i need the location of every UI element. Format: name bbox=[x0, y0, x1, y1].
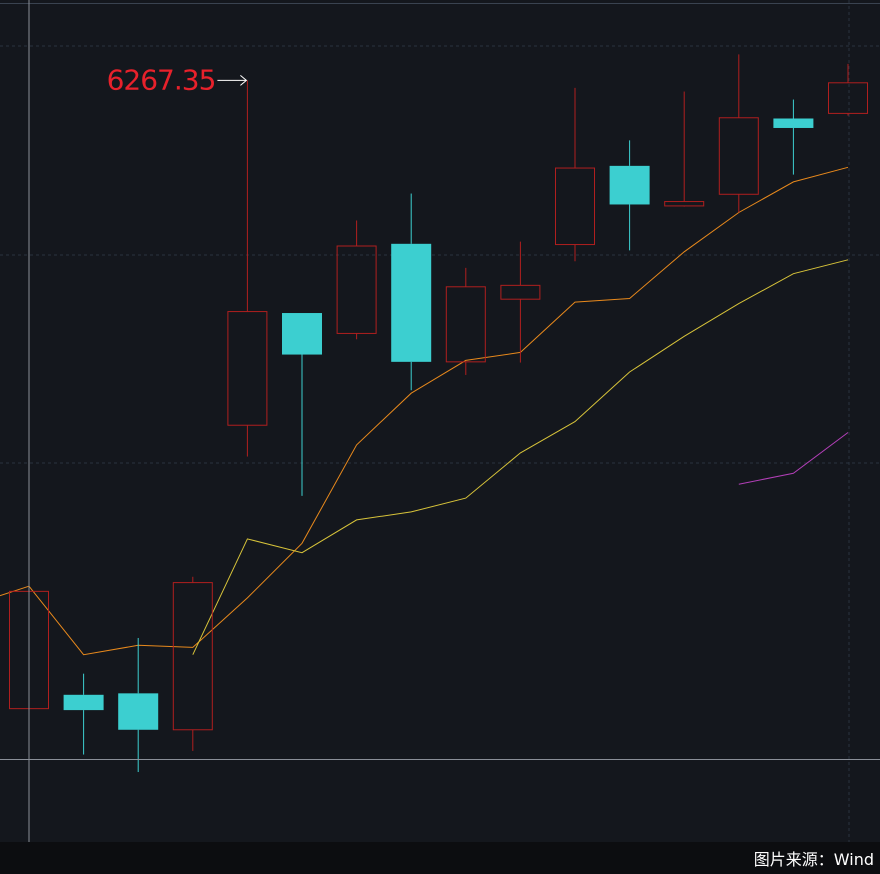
candle bbox=[664, 91, 705, 207]
candle-body-down bbox=[773, 118, 814, 128]
ma-line-2 bbox=[192, 259, 849, 655]
candle bbox=[282, 313, 322, 496]
candle bbox=[773, 99, 814, 175]
candle bbox=[718, 54, 759, 213]
ma-line-3 bbox=[738, 432, 849, 485]
candle-body-down bbox=[63, 694, 104, 711]
candle bbox=[609, 140, 650, 251]
candle-body-up bbox=[172, 582, 213, 731]
footer-bar bbox=[0, 842, 880, 874]
candle-body-down bbox=[609, 165, 650, 205]
grid-lines bbox=[0, 0, 880, 842]
candle bbox=[391, 193, 432, 391]
candle bbox=[336, 220, 377, 340]
candle bbox=[172, 576, 213, 751]
candle-body-up bbox=[445, 286, 486, 363]
candle-body-up bbox=[718, 117, 759, 195]
candle-body-up bbox=[500, 284, 541, 300]
candle-body-up bbox=[828, 82, 868, 114]
candle bbox=[63, 673, 104, 755]
source-label: 图片来源：Wind bbox=[753, 850, 874, 869]
candle-body-up bbox=[227, 311, 268, 426]
candles bbox=[9, 54, 868, 773]
max-annotation: 6267.35 bbox=[107, 63, 248, 96]
candle bbox=[828, 63, 868, 116]
candle bbox=[555, 87, 595, 262]
moving-average-lines bbox=[0, 166, 849, 656]
arrow-head-icon bbox=[240, 74, 248, 86]
candle bbox=[118, 637, 159, 773]
max-price-label: 6267.35 bbox=[107, 63, 216, 96]
candle-body-up bbox=[555, 167, 595, 246]
candle-body-down bbox=[391, 243, 432, 362]
ma-line-1 bbox=[0, 166, 849, 656]
candle-body-down bbox=[282, 313, 322, 355]
candle-body-down bbox=[118, 693, 159, 730]
candle bbox=[500, 241, 541, 363]
candle bbox=[227, 80, 268, 457]
candle bbox=[445, 267, 486, 375]
candle-body-up bbox=[336, 245, 377, 334]
candle-body-up bbox=[664, 201, 705, 207]
